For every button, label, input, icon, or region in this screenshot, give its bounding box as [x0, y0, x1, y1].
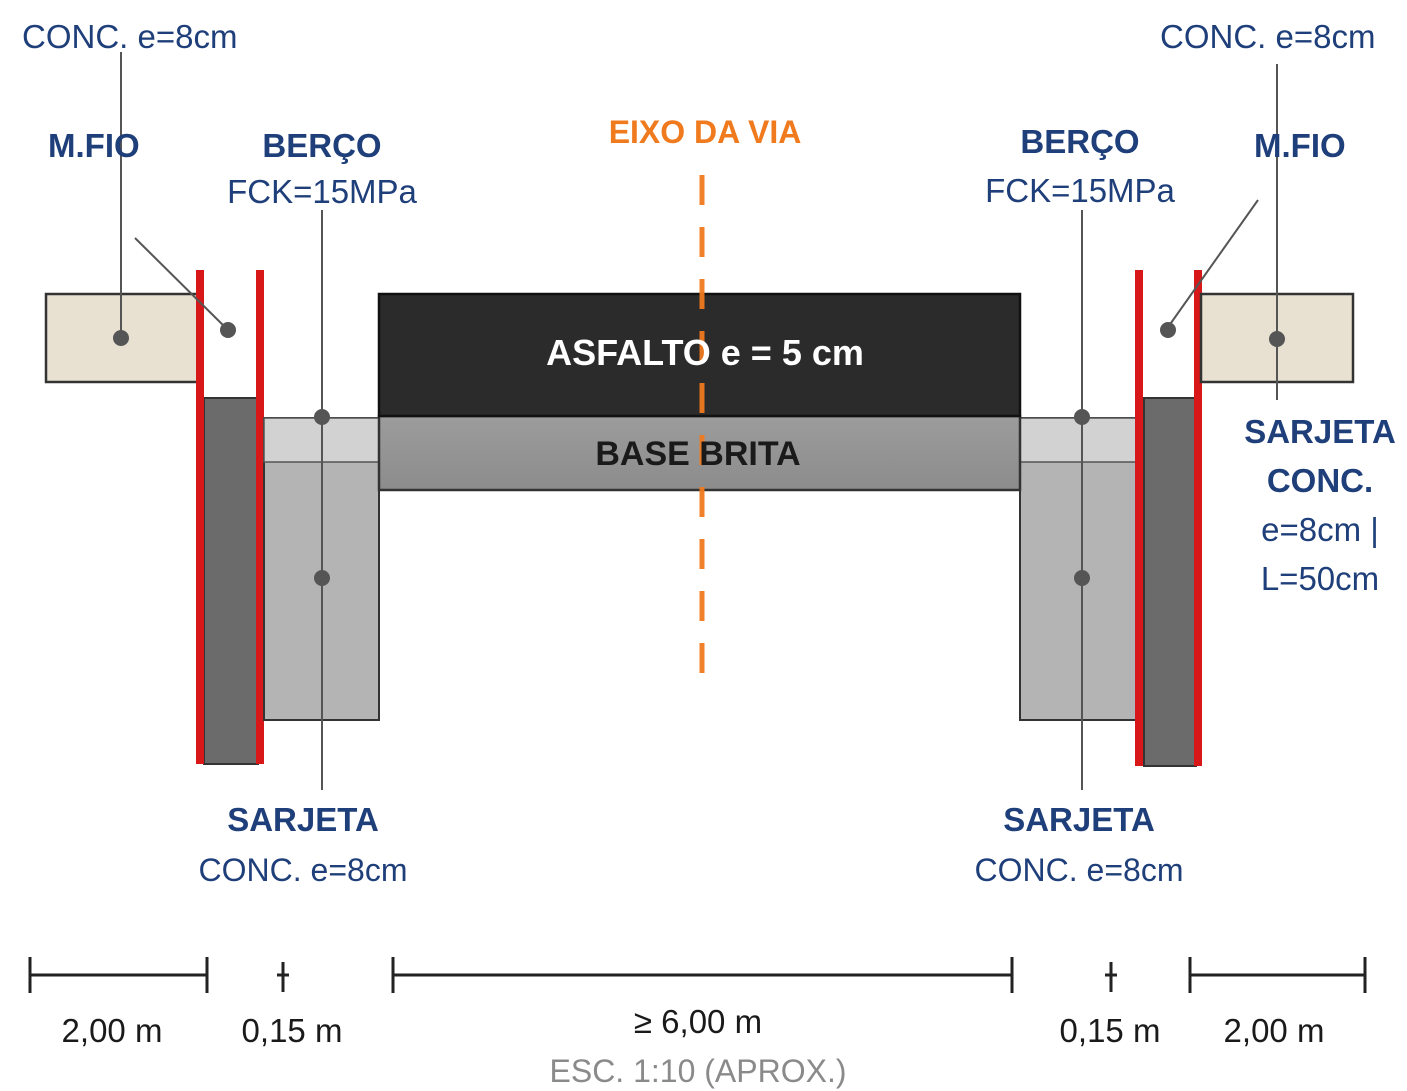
top-left-conc-label: CONC. e=8cm — [22, 18, 237, 55]
side-sarjeta-line4: L=50cm — [1261, 560, 1379, 597]
dim-road: ≥ 6,00 m — [634, 1003, 762, 1040]
right-curb — [1143, 397, 1197, 767]
dim-right-walk: 2,00 m — [1224, 1012, 1325, 1049]
dimension-lines — [28, 957, 1367, 993]
left-sarjeta-title: SARJETA — [227, 801, 379, 838]
right-mfio-label: M.FIO — [1254, 127, 1346, 164]
scale-note: ESC. 1:10 (APROX.) — [550, 1053, 847, 1089]
road-axis-label: EIXO DA VIA — [609, 114, 802, 150]
leader-dots — [113, 322, 1285, 586]
base-brita-label: BASE BRITA — [595, 435, 800, 473]
asphalt-label: ASFALTO e = 5 cm — [546, 332, 864, 373]
right-sarjeta-sub: CONC. e=8cm — [975, 852, 1184, 888]
dim-right-curb: 0,15 m — [1060, 1012, 1161, 1049]
right-sarjeta — [1019, 417, 1137, 463]
dim-left-walk: 2,00 m — [62, 1012, 163, 1049]
side-sarjeta-line1: SARJETA — [1244, 413, 1396, 450]
left-mfio-label: M.FIO — [48, 127, 140, 164]
right-sarjeta-title: SARJETA — [1003, 801, 1155, 838]
right-berco — [1019, 417, 1137, 721]
side-sarjeta-line2: CONC. — [1267, 462, 1373, 499]
right-berco-title: BERÇO — [1020, 123, 1139, 160]
top-right-conc-label: CONC. e=8cm — [1160, 18, 1375, 55]
leader-lines — [120, 52, 1278, 790]
left-berco-fck: FCK=15MPa — [227, 173, 417, 210]
side-sarjeta-line3: e=8cm | — [1261, 511, 1379, 548]
right-berco-fck: FCK=15MPa — [985, 172, 1175, 209]
left-berco-title: BERÇO — [262, 127, 381, 164]
left-curb — [203, 397, 259, 765]
left-sarjeta-sub: CONC. e=8cm — [199, 852, 408, 888]
dim-left-curb: 0,15 m — [242, 1012, 343, 1049]
